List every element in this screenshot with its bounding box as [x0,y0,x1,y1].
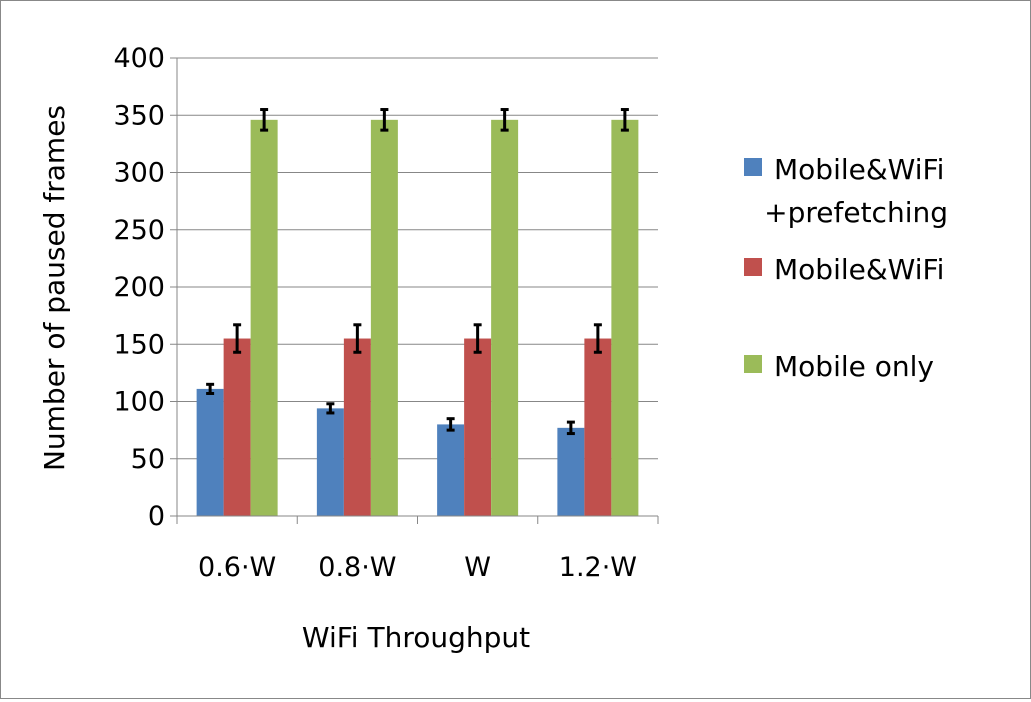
bar [437,424,465,516]
y-tick-label: 100 [113,387,165,418]
bars [196,119,639,516]
bar [223,338,251,516]
bar [611,119,639,516]
bar [584,338,612,516]
x-axis-title: WiFi Throughput [302,621,530,654]
x-tick-label: W [464,552,491,583]
legend-label: Mobile only [774,350,934,383]
x-tick-label: 0.8·W [318,552,396,583]
bar [370,119,398,516]
y-tick-label: 0 [148,501,165,532]
x-tick-labels: 0.6·W 0.8·W W 1.2·W [198,552,637,583]
legend: Mobile&WiFi +prefetching Mobile&WiFi Mobile… [744,153,948,383]
y-tick-labels: 0 50 100 150 200 250 300 350 400 [113,43,165,532]
bar [316,408,344,516]
error-bars [206,108,629,436]
x-tick-label: 0.6·W [198,552,276,583]
legend-label: +prefetching [764,196,948,229]
y-tick-label: 350 [113,100,165,131]
x-tick-label: 1.2·W [559,552,637,583]
bar [196,388,224,516]
y-axis-title: Number of paused frames [38,105,71,471]
bar [557,427,585,516]
legend-swatch [744,258,762,276]
bar [343,338,371,516]
y-tick-label: 400 [113,43,165,74]
legend-swatch [744,158,762,176]
bar [250,119,278,516]
legend-label: Mobile&WiFi [774,153,944,186]
y-tick-label: 150 [113,329,165,360]
axes [170,57,659,524]
legend-swatch [744,355,762,373]
y-tick-label: 250 [113,215,165,246]
y-tick-label: 300 [113,158,165,189]
y-tick-label: 200 [113,272,165,303]
bar [491,119,519,516]
legend-label: Mobile&WiFi [774,253,944,286]
bar [464,338,492,516]
y-tick-label: 50 [131,444,165,475]
